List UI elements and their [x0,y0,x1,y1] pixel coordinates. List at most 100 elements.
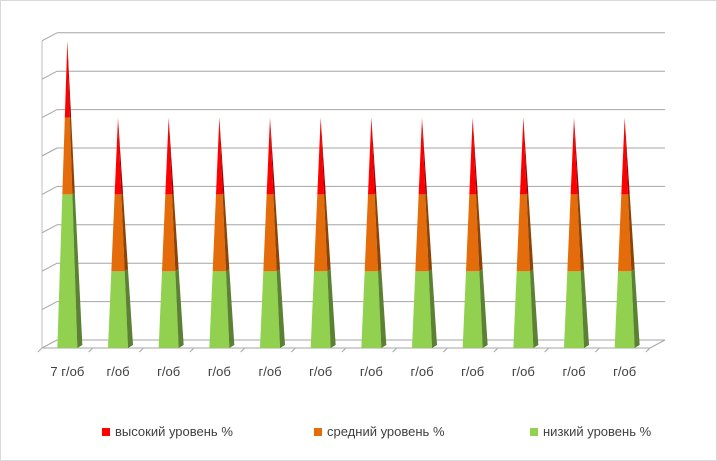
pyramid-segment-side [327,269,336,348]
pyramid-segment [368,117,375,195]
legend-label-high: высокий уровень % [115,424,233,439]
x-tick [392,347,398,353]
x-tick [290,347,296,353]
gridline-wall [41,262,58,272]
pyramid-segment-side [428,269,437,348]
pyramid-segment-side [526,193,534,272]
pyramid-segment-side [118,117,123,195]
pyramid-segment-side [124,269,133,348]
x-tick [189,347,195,353]
x-tick [341,347,347,353]
pyramid-segment-side [523,117,529,195]
x-tick-label: г/об [410,364,433,379]
pyramid-segment-side [580,269,589,348]
legend-swatch-low [530,427,538,436]
pyramid-segment-side [273,193,280,272]
legend-label-medium: средний уровень % [327,424,445,439]
x-tick-label: 7 г/об [50,364,84,379]
legend-swatch-high [102,427,110,436]
pyramid-segment-side [422,117,427,195]
pyramid-segment-side [270,117,275,195]
pyramid-segment [570,117,578,195]
pyramid-segment [108,271,128,348]
pyramid-segment [212,194,226,272]
gridline-wall [41,339,58,349]
legend-item-medium: средний уровень % [314,424,445,439]
pyramid-segment [364,194,378,272]
pyramid-segment [310,271,331,348]
pyramid-segment-side [530,269,539,348]
pyramid-segment [266,117,274,195]
x-tick-label: г/об [360,364,383,379]
pyramid-segment-side [219,117,225,195]
pyramid-segment-side [378,269,387,348]
x-tick-label: г/об [461,364,484,379]
pyramid-segment-side [172,193,179,272]
pyramid-segment [513,271,534,348]
legend-item-high: высокий уровень % [102,424,233,439]
pyramid-segment [564,271,584,348]
pyramid-segment-side [425,193,432,272]
x-tick-label: г/об [309,364,332,379]
pyramid-segment [314,194,328,272]
pyramid-segment-side [577,193,584,272]
x-tick [240,347,246,353]
pyramid-segment [614,271,635,348]
pyramid-segment [111,194,125,272]
pyramid-segment [260,271,280,348]
x-tick-label: г/об [208,364,231,379]
pyramid-segment-side [631,269,640,348]
x-tick [645,347,651,353]
pyramid-segment [64,40,70,118]
pyramid-segment [621,117,628,195]
gridline-wall [41,224,58,234]
x-tick-label: г/об [562,364,585,379]
pyramid-segment [567,194,581,272]
legend-label-low: низкий уровень % [543,424,652,439]
pyramid-segment-side [67,40,72,118]
pyramid-segment [412,271,432,348]
chart-legend: высокий уровень % средний уровень % низк… [0,424,717,448]
gridline-wall [41,109,58,119]
pyramid-segment-side [175,269,184,348]
pyramid-segment [162,194,176,272]
pyramid-segment-side [320,117,326,195]
pyramid-segment [618,194,632,272]
pyramid-segment [361,271,382,348]
x-tick-label: г/об [512,364,535,379]
pyramid-segment-side [121,193,128,272]
pyramid-segment [209,271,230,348]
pyramid-segment [317,117,324,195]
pyramid-segment [462,271,483,348]
x-tick [544,347,550,353]
gridline-wall [41,147,58,157]
x-tick-label: г/об [157,364,180,379]
pyramid-segment [158,271,179,348]
pyramid-segment-side [69,116,75,195]
x-tick [37,347,43,353]
pyramid-segment-side [574,117,579,195]
pyramid-segment-side [72,192,83,348]
pyramid-segment [469,117,476,195]
pyramid-segment-side [222,193,230,272]
pyramid-segment [263,194,277,272]
gridline-wall [41,185,58,195]
gridline-wall [41,32,58,42]
pyramid-segment [466,194,480,272]
x-tick-label: г/об [258,364,281,379]
pyramid-segment [62,117,73,195]
pyramid-segment-side [168,117,174,195]
pyramid-segment-side [479,269,488,348]
legend-item-low: низкий уровень % [530,424,651,439]
pyramid-segment-side [276,269,285,348]
pyramid-segment [415,194,429,272]
legend-swatch-medium [314,427,322,436]
pyramid-segment-side [374,193,382,272]
pyramid-segment [418,117,426,195]
pyramid-segment-side [624,117,630,195]
pyramid-segment [520,117,527,195]
gridline-wall [41,70,58,80]
x-tick-label: г/об [613,364,636,379]
floor-right-edge [649,339,666,349]
